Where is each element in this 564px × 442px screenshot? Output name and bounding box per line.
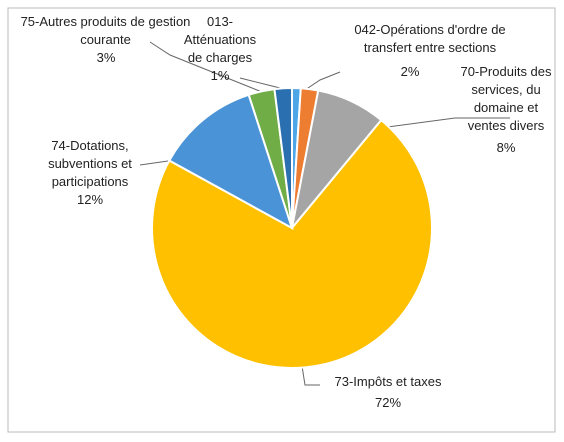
leader-line [149, 41, 263, 93]
leader-line [379, 117, 510, 129]
slice-label: 042-Opérations d'ordre de transfert entr… [354, 22, 506, 55]
slice-percent: 2% [400, 64, 420, 79]
pie-slice [167, 93, 294, 231]
slice-percent: 3% [96, 50, 116, 65]
slice-label: 73-Impôts et taxes [334, 374, 442, 389]
leader-line [301, 365, 320, 386]
pie-slice [273, 86, 293, 229]
slice-label: 013-Atténuations de charges [183, 14, 257, 65]
slice-percent: 72% [374, 395, 402, 410]
slice-percent: 8% [496, 140, 516, 155]
slice-percent: 1% [210, 68, 230, 83]
slice-percent: 12% [76, 192, 104, 207]
slice-label: 75-Autres produits de gestion courante [20, 14, 191, 47]
slice-label: 70-Produits des services, du domaine et … [460, 64, 552, 133]
leader-line [304, 71, 341, 91]
pie-slice [151, 118, 433, 369]
slice-label: 74-Dotations, subventions et participati… [48, 138, 132, 189]
